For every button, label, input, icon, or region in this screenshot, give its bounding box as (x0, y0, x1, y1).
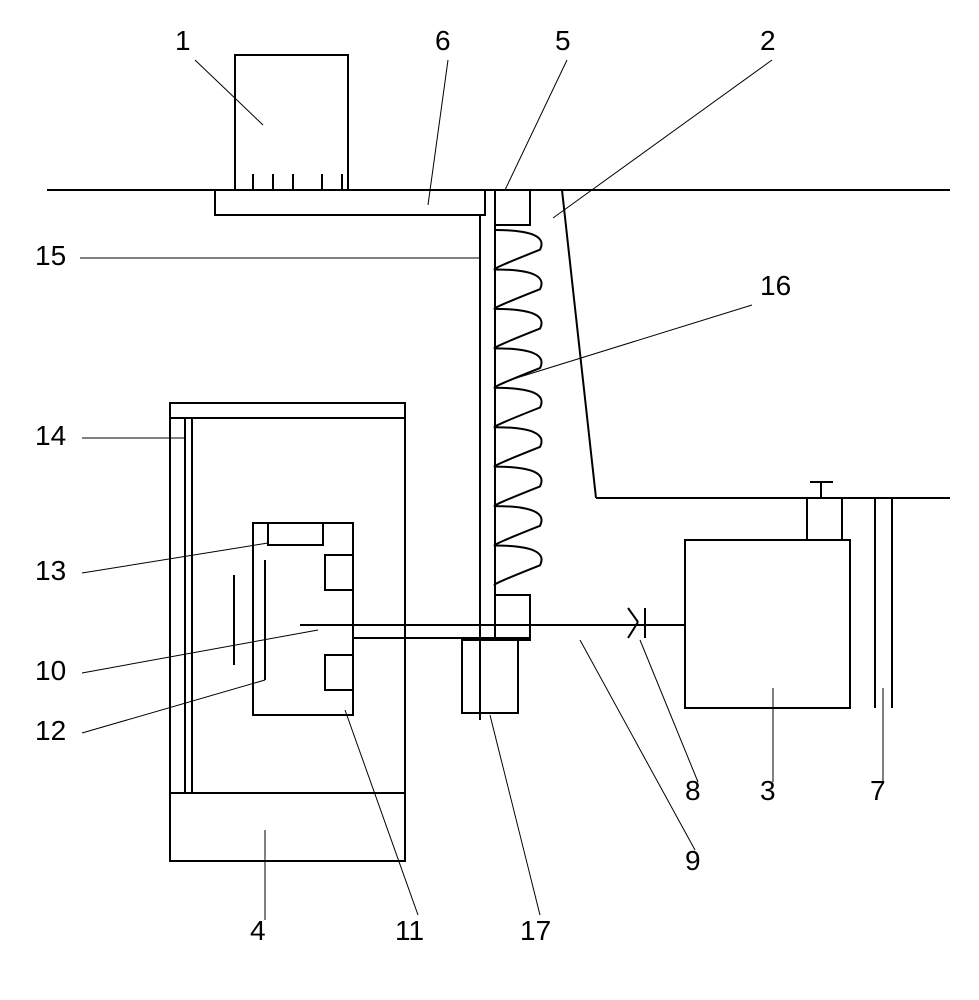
label-16: 16 (760, 270, 791, 301)
label-2: 2 (760, 25, 776, 56)
label-4: 4 (250, 915, 266, 946)
label-1: 1 (175, 25, 191, 56)
label-5: 5 (555, 25, 571, 56)
label-14: 14 (35, 420, 66, 451)
label-7: 7 (870, 775, 886, 806)
label-11: 11 (395, 915, 424, 946)
structure (47, 55, 950, 861)
label-12: 12 (35, 715, 66, 746)
label-10: 10 (35, 655, 66, 686)
helix-spring (495, 230, 542, 585)
label-13: 13 (35, 555, 66, 586)
labels: 1652151614131012411179837 (35, 25, 886, 946)
label-15: 15 (35, 240, 66, 271)
label-6: 6 (435, 25, 451, 56)
label-8: 8 (685, 775, 701, 806)
label-17: 17 (520, 915, 551, 946)
mechanical-diagram: 1652151614131012411179837 (0, 0, 979, 1000)
label-3: 3 (760, 775, 776, 806)
label-9: 9 (685, 845, 701, 876)
